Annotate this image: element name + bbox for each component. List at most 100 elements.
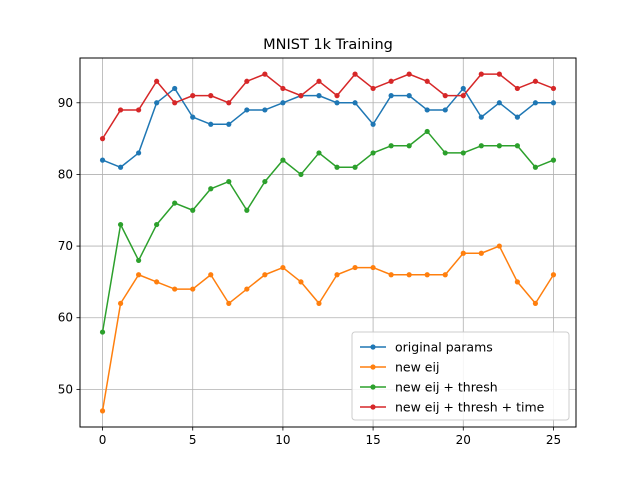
data-point [460,93,466,99]
data-point [514,279,520,285]
data-point [460,250,466,256]
data-point [208,272,214,278]
axes-frame [79,57,577,428]
x-tick-label: 20 [456,433,471,447]
legend-item: new eij [360,360,439,375]
data-point [117,300,124,307]
grid [80,58,576,427]
data-point [172,85,178,92]
data-point [99,329,106,335]
y-tick-label: 80 [58,167,73,181]
series-0 [99,85,557,170]
data-point [442,107,448,113]
data-point [208,121,214,127]
data-point [316,78,322,84]
data-point [316,93,322,99]
data-point [406,143,412,149]
data-point [496,143,502,149]
data-point [244,207,250,213]
data-point [190,286,196,292]
data-point [280,85,286,92]
data-point [262,107,268,113]
data-point [208,93,214,99]
series-group [99,71,557,414]
data-point [532,78,539,84]
data-point [514,85,520,92]
data-point [262,272,268,278]
data-point [388,78,394,84]
data-point [370,121,376,127]
data-point [532,300,539,307]
data-point [550,272,557,278]
data-point [280,100,286,106]
data-point [99,157,106,163]
chart-title: MNIST 1k Training [263,37,393,53]
data-point [298,279,304,285]
data-point [550,157,557,163]
data-point [226,178,232,185]
data-point [190,207,196,213]
data-point [532,164,539,170]
data-point [406,71,412,77]
data-point [172,200,178,206]
data-point [334,164,340,170]
legend-label: new eij [395,360,439,375]
data-point [424,78,430,84]
x-tick-label: 25 [546,433,561,447]
data-point [136,257,142,264]
data-point [298,93,304,99]
data-point [496,243,502,249]
data-point [460,150,466,156]
data-point [136,150,142,156]
data-point [190,114,196,120]
data-point [136,107,142,113]
data-point [442,93,448,99]
data-point [226,100,232,106]
data-point [208,186,214,192]
data-point [370,264,376,271]
data-point [352,100,358,106]
data-point [478,71,484,77]
data-point [442,272,448,278]
data-point [514,143,520,149]
data-point [352,71,358,77]
data-point [388,143,394,149]
data-point [496,71,502,77]
data-point [334,93,340,99]
data-point [154,221,160,228]
data-point [424,272,430,278]
y-tick-label: 60 [58,311,73,325]
data-point [352,164,358,170]
y-tick-label: 90 [58,96,73,110]
data-point [352,264,358,271]
data-point [514,114,520,120]
data-point [117,107,124,113]
legend-label: new eij + thresh [395,380,498,395]
series-2 [99,128,557,335]
data-point [550,100,557,106]
series-line [102,87,554,169]
data-point [117,164,124,170]
data-point [334,100,340,106]
legend-swatch-marker [370,404,376,410]
y-tick-label: 70 [58,239,73,253]
data-point [298,171,304,178]
data-point [136,272,142,278]
series-1 [99,243,557,414]
y-tick-label: 50 [58,382,73,396]
series-line [101,130,554,333]
data-point [478,114,484,120]
data-point [316,300,322,307]
data-point [424,107,430,113]
data-point [226,300,232,307]
series-line [101,73,554,140]
data-point [370,150,376,156]
data-point [154,279,160,285]
data-point [478,250,484,256]
legend: original params new eij new eij + thresh ne… [351,331,570,421]
data-point [99,408,106,414]
data-point [280,264,286,271]
data-point [478,143,484,149]
x-tick-label: 0 [99,433,107,447]
data-point [190,93,196,99]
